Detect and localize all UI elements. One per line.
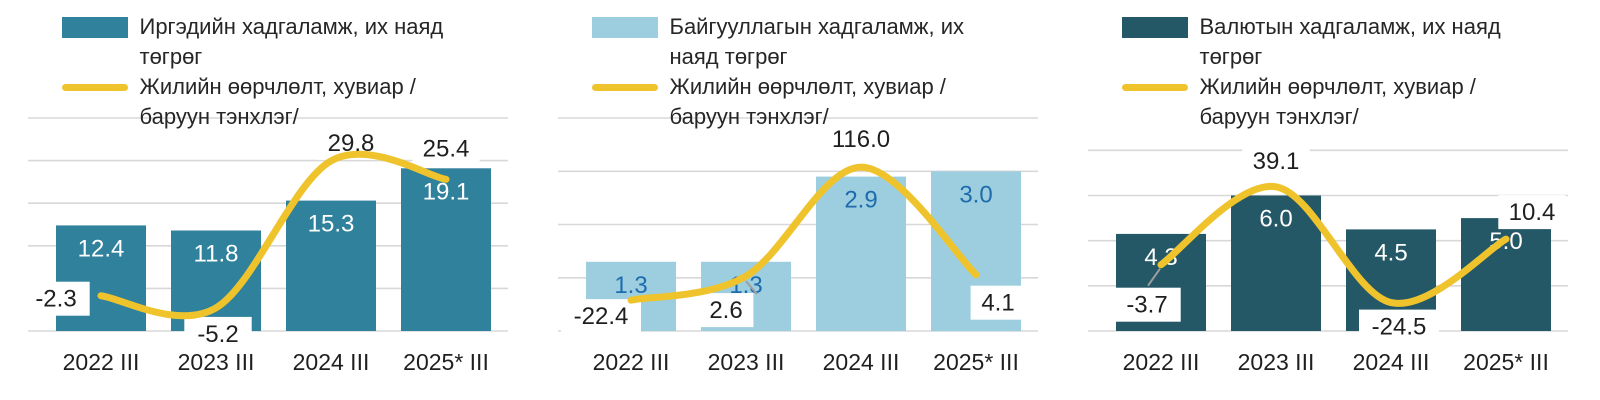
bar-value-label: 11.8 bbox=[194, 241, 239, 268]
x-axis-label: 2022 III bbox=[593, 349, 670, 375]
x-axis-label: 2024 III bbox=[823, 349, 900, 375]
bar-value-label: 1.3 bbox=[614, 272, 647, 299]
line-value-label: 39.1 bbox=[1253, 148, 1300, 175]
line-label-box bbox=[184, 316, 252, 351]
line-label-box bbox=[561, 299, 641, 334]
line-value-label: -2.3 bbox=[35, 286, 76, 313]
x-axis-label: 2022 III bbox=[63, 349, 140, 375]
legend-item-line-series: Жилийн өөрчлөлт, хувиар /баруун тэнхлэг/ bbox=[591, 72, 1010, 132]
bar-value-label: 15.3 bbox=[308, 211, 355, 238]
bar-value-label: 3.0 bbox=[959, 181, 992, 208]
bar-series-swatch-icon bbox=[1121, 17, 1188, 38]
chart-corporate-deposits: 1.3 1.3 2.9 3.0 -22.4 2.6 116.0 4.1 2022 III 2023… bbox=[548, 0, 1053, 400]
bar-value-label: 6.0 bbox=[1259, 206, 1292, 233]
bar-value-label: 4.5 bbox=[1374, 239, 1407, 266]
legend-item-bar-series: Иргэдийн хадгаламж, их наяд төгрөг bbox=[61, 12, 480, 72]
trend-line bbox=[97, 150, 450, 320]
line-value-label: -24.5 bbox=[1372, 314, 1427, 341]
bar-series-name: Иргэдийн хадгаламж, их наяд төгрөг bbox=[139, 14, 444, 69]
bar-series-name: Валютын хадгаламж, их наяд төгрөг bbox=[1199, 14, 1501, 69]
line-label-box bbox=[970, 285, 1026, 320]
line-value-label: 4.1 bbox=[981, 290, 1014, 317]
line-series-swatch-icon bbox=[1121, 84, 1188, 91]
chart-individual-deposits: 12.4 11.8 15.3 19.1 -2.3 -5.2 29.8 25.4 2022 III… bbox=[18, 0, 523, 400]
bar-value-label: 2.9 bbox=[844, 187, 877, 214]
line-value-label: -22.4 bbox=[574, 303, 629, 330]
line-series-swatch-icon bbox=[591, 84, 658, 91]
line-value-label: 2.6 bbox=[709, 297, 742, 324]
label-leader-line bbox=[1147, 268, 1161, 287]
line-label-box bbox=[698, 293, 754, 328]
line-value-label: 29.8 bbox=[328, 130, 375, 157]
trend-line bbox=[1157, 183, 1510, 307]
bar-value-label: 12.4 bbox=[78, 235, 125, 262]
bar-value-label: 19.1 bbox=[423, 178, 470, 205]
label-leader-line bbox=[745, 280, 758, 295]
legend-item-bar-series: Байгууллагын хадгаламж, их наяд төгрөг bbox=[591, 12, 1010, 72]
x-axis-label: 2023 III bbox=[178, 349, 255, 375]
bar-series-swatch-icon bbox=[591, 17, 658, 38]
chart-legend: Байгууллагын хадгаламж, их наяд төгрөг Ж… bbox=[591, 12, 1010, 132]
bar-series-swatch-icon bbox=[61, 17, 128, 38]
x-axis-label: 2025* III bbox=[403, 349, 489, 375]
bar bbox=[401, 168, 491, 331]
chart-fx-deposits: 4.3 6.0 4.5 5.0 -3.7 39.1 -24.5 10.4 2022 III 202… bbox=[1078, 0, 1583, 400]
line-series-swatch-icon bbox=[61, 84, 128, 91]
legend-item-bar-series: Валютын хадгаламж, их наяд төгрөг bbox=[1121, 12, 1540, 72]
x-axis-label: 2023 III bbox=[708, 349, 785, 375]
x-axis-label: 2025* III bbox=[1463, 349, 1549, 375]
line-label-box bbox=[412, 131, 480, 166]
line-series-name: Жилийн өөрчлөлт, хувиар /баруун тэнхлэг/ bbox=[139, 74, 416, 129]
bar-series-name: Байгууллагын хадгаламж, их наяд төгрөг bbox=[669, 14, 965, 69]
x-axis-label: 2023 III bbox=[1238, 349, 1315, 375]
line-label-box bbox=[1498, 195, 1566, 230]
line-value-label: 25.4 bbox=[423, 135, 470, 162]
bar bbox=[816, 176, 906, 331]
chart-legend: Валютын хадгаламж, их наяд төгрөг Жилийн… bbox=[1121, 12, 1540, 132]
x-axis-label: 2022 III bbox=[1123, 349, 1200, 375]
line-series-name: Жилийн өөрчлөлт, хувиар /баруун тэнхлэг/ bbox=[669, 74, 946, 129]
chart-legend: Иргэдийн хадгаламж, их наяд төгрөг Жилий… bbox=[61, 12, 480, 132]
trend-line bbox=[627, 163, 980, 304]
line-label-box bbox=[1359, 309, 1439, 344]
x-axis-label: 2025* III bbox=[933, 349, 1019, 375]
chart-canvas: 12.4 11.8 15.3 19.1 -2.3 -5.2 29.8 25.4 2022 III… bbox=[22, 117, 508, 375]
line-value-label: 116.0 bbox=[832, 126, 890, 153]
line-value-label: -3.7 bbox=[1126, 292, 1167, 319]
line-value-label: 10.4 bbox=[1509, 199, 1556, 226]
bar bbox=[286, 200, 376, 331]
line-label-box bbox=[1242, 143, 1310, 178]
line-series-name: Жилийн өөрчлөлт, хувиар /баруун тэнхлэг/ bbox=[1199, 74, 1476, 129]
legend-item-line-series: Жилийн өөрчлөлт, хувиар /баруун тэнхлэг/ bbox=[61, 72, 480, 132]
line-label-box bbox=[821, 122, 901, 157]
x-axis-label: 2024 III bbox=[1353, 349, 1430, 375]
line-value-label: -5.2 bbox=[197, 321, 238, 348]
x-axis-label: 2024 III bbox=[293, 349, 370, 375]
line-label-box bbox=[1113, 287, 1181, 322]
line-label-box bbox=[22, 281, 90, 316]
bar bbox=[1231, 195, 1321, 331]
legend-item-line-series: Жилийн өөрчлөлт, хувиар /баруун тэнхлэг/ bbox=[1121, 72, 1540, 132]
